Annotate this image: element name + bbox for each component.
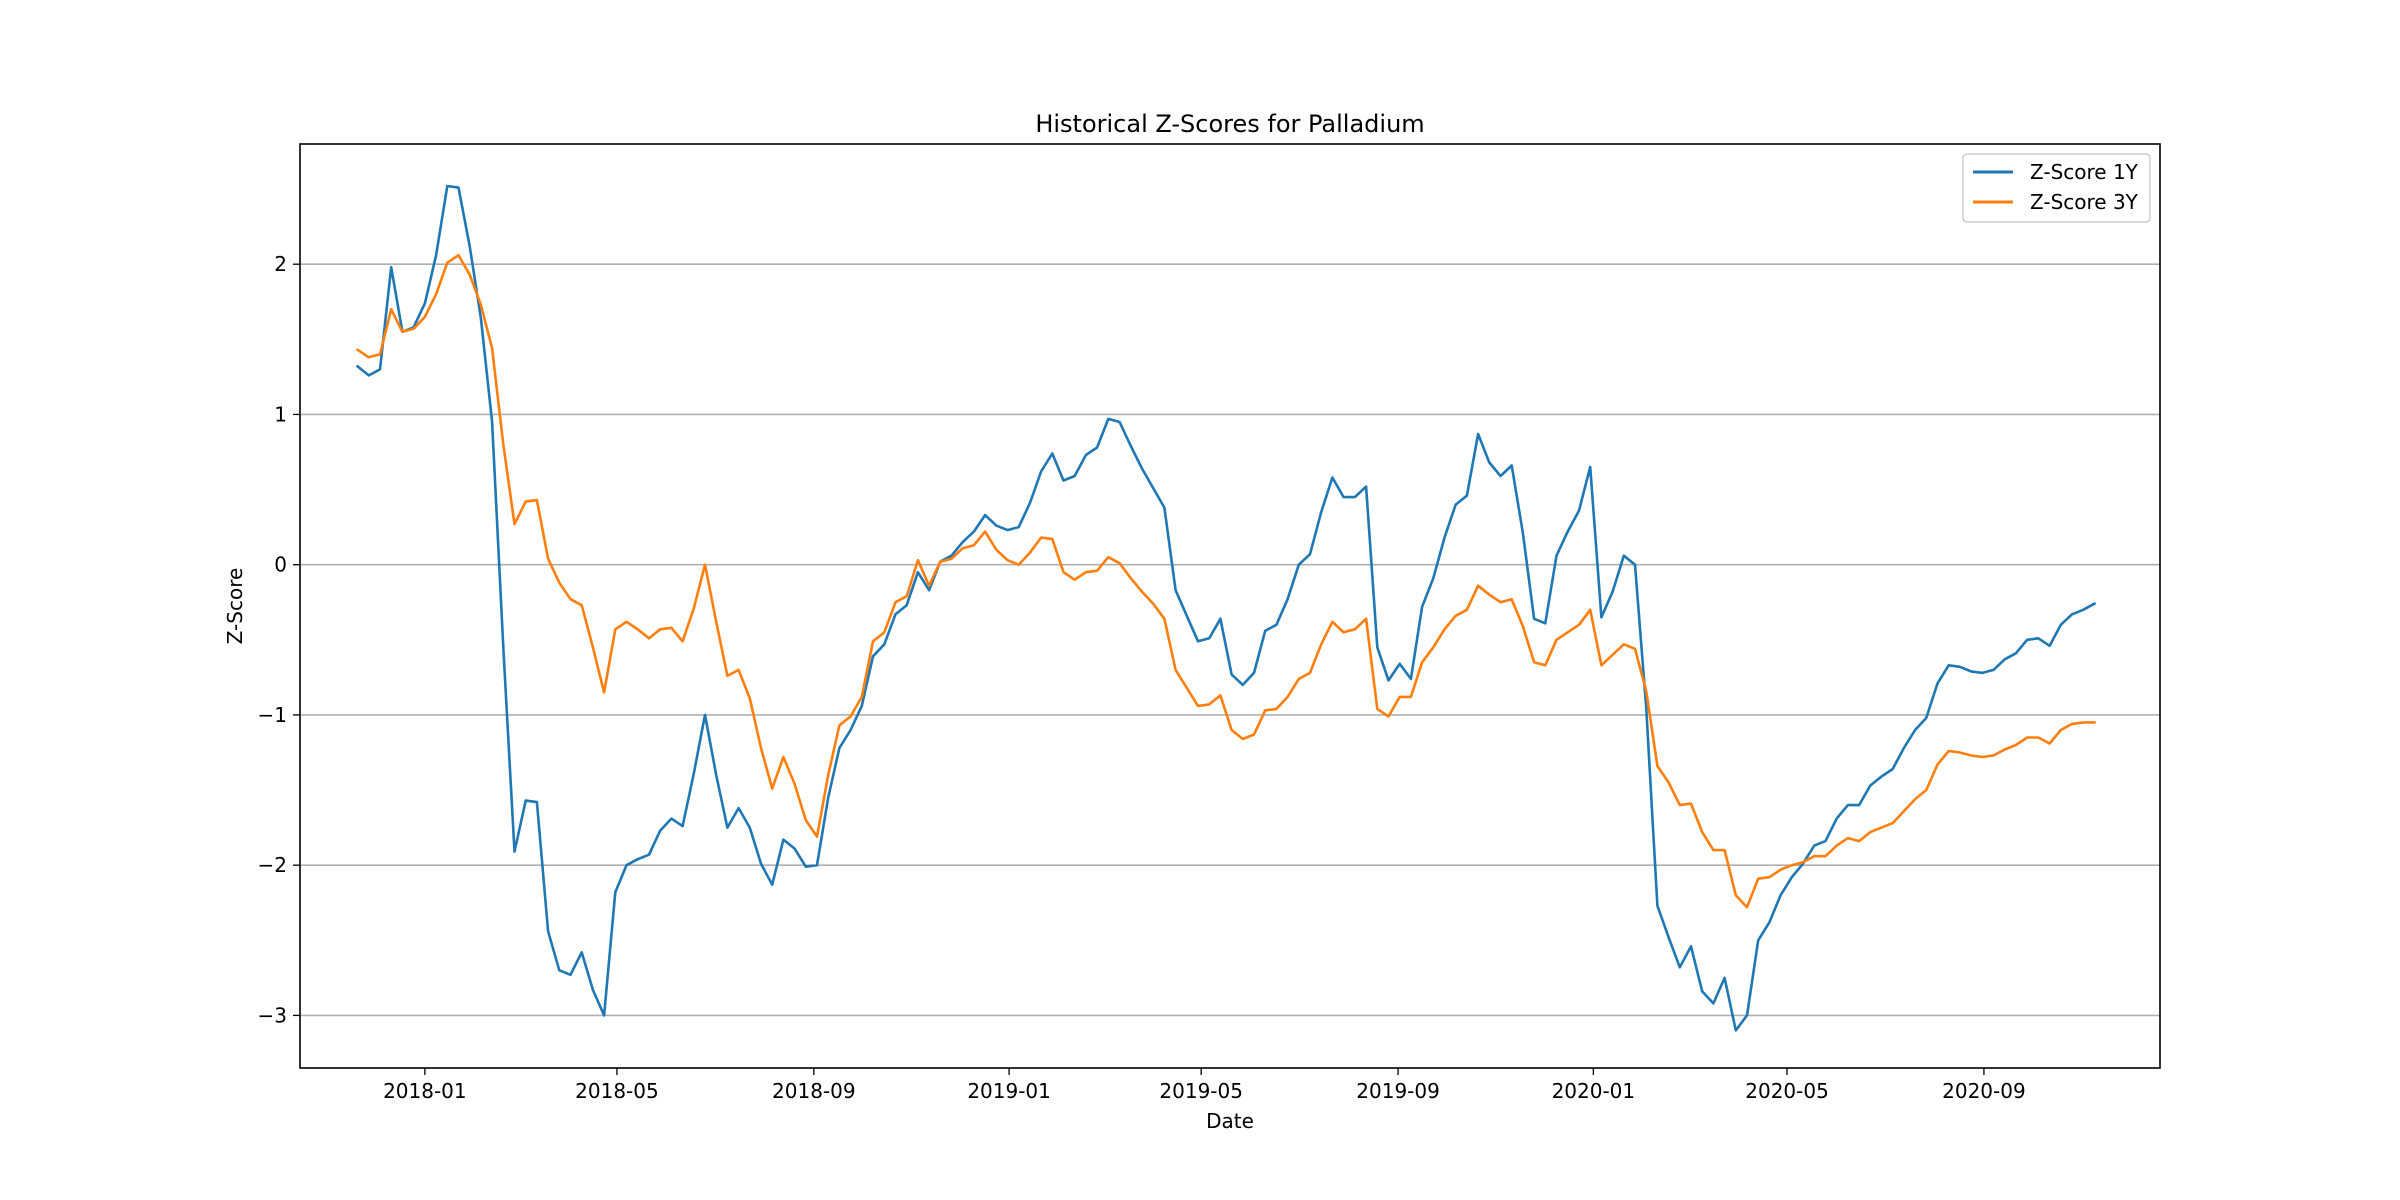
legend-label-1y: Z-Score 1Y (2030, 160, 2139, 184)
y-axis-label: Z-Score (223, 568, 247, 645)
y-tick-label: −3 (258, 1003, 287, 1027)
x-tick-label: 2020-09 (1942, 1079, 2026, 1103)
x-tick-label: 2018-05 (575, 1079, 659, 1103)
legend-label-3y: Z-Score 3Y (2030, 190, 2139, 214)
x-tick-label: 2018-01 (383, 1079, 467, 1103)
series-line-zscore-3y (355, 253, 2096, 909)
x-tick-label: 2020-01 (1552, 1079, 1636, 1103)
x-tick-label: 2020-05 (1745, 1079, 1829, 1103)
y-tick-label: 0 (274, 553, 287, 577)
gridlines (300, 263, 2160, 1017)
y-axis-ticks: 2 1 0 −1 −2 −3 (258, 252, 300, 1027)
x-axis-label: Date (1206, 1109, 1254, 1133)
plot-frame (299, 143, 2161, 1069)
series-lines (355, 184, 2097, 1032)
x-axis-ticks: 2018-01 2018-05 2018-09 2019-01 2019-05 2019-… (383, 1068, 2026, 1103)
chart-title: Historical Z-Scores for Palladium (1035, 110, 1424, 138)
y-tick-label: 2 (274, 252, 287, 276)
x-tick-label: 2019-01 (967, 1079, 1051, 1103)
x-tick-label: 2019-09 (1356, 1079, 1440, 1103)
y-tick-label: −2 (258, 853, 287, 877)
legend: Z-Score 1Y Z-Score 3Y (1962, 153, 2151, 223)
y-tick-label: 1 (274, 402, 287, 426)
x-tick-label: 2019-05 (1159, 1079, 1243, 1103)
y-tick-label: −1 (258, 703, 287, 727)
x-tick-label: 2018-09 (772, 1079, 856, 1103)
